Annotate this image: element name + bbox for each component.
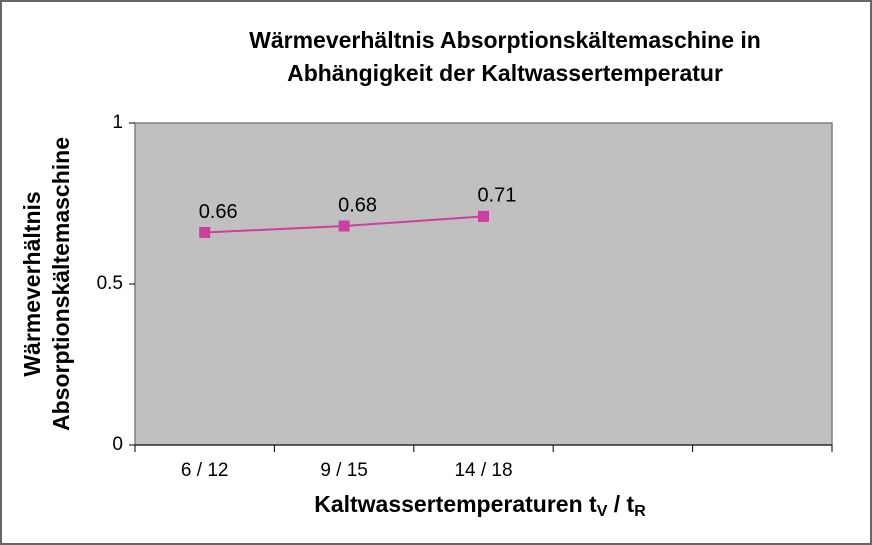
chart-title: Wärmeverhältnis Absorptionskältemaschine… (249, 27, 761, 53)
marker (338, 220, 350, 232)
plot-area (134, 122, 833, 446)
marker (478, 210, 489, 222)
chart-title: Abhängigkeit der Kaltwassertemperatur (287, 60, 723, 86)
y-tick-label: 1 (112, 112, 123, 133)
x-label-part: / t (607, 491, 634, 517)
x-tick-label: 9 / 15 (320, 460, 368, 481)
x-label-part: Kaltwassertemperaturen t (314, 491, 597, 517)
x-label-sub: V (597, 503, 608, 520)
x-label-sub: R (634, 503, 646, 520)
marker (199, 226, 211, 238)
y-axis-label: Absorptionskältemaschine (48, 137, 74, 431)
x-tick-label: 6 / 12 (181, 460, 229, 481)
y-axis-label: Wärmeverhältnis (19, 191, 45, 376)
x-axis-label: Kaltwassertemperaturen tV / tR (314, 491, 646, 520)
y-tick-label: 0.5 (97, 273, 123, 294)
y-tick-label: 0 (112, 434, 123, 455)
data-label: 0.68 (338, 194, 377, 216)
data-label: 0.71 (478, 185, 517, 207)
x-tick-label: 14 / 18 (454, 460, 512, 481)
data-label: 0.66 (199, 201, 238, 223)
